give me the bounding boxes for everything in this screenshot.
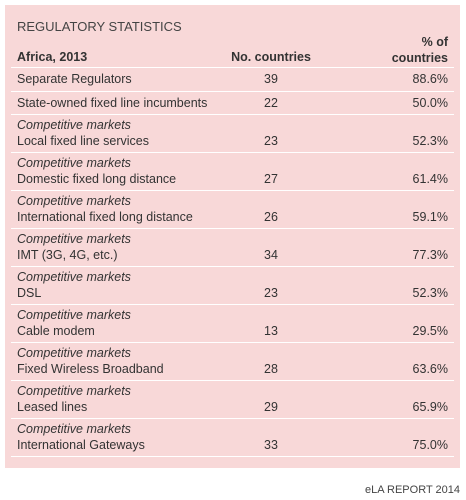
group-label: Competitive markets — [17, 232, 131, 246]
group-label: Competitive markets — [17, 384, 131, 398]
count-cell: 34 — [264, 248, 278, 262]
count-cell: 39 — [264, 72, 278, 86]
group-label: Competitive markets — [17, 346, 131, 360]
column-header: No. countries — [231, 50, 311, 64]
row-label: International Gateways — [17, 438, 145, 452]
table-row: Competitive markets Cable modem 13 29.5% — [11, 305, 454, 343]
count-cell: 28 — [264, 362, 278, 376]
count-cell: 27 — [264, 172, 278, 186]
percent-cell: 75.0% — [412, 438, 448, 452]
percent-cell: 88.6% — [412, 72, 448, 86]
row-label: Separate Regulators — [17, 72, 132, 86]
column-header: Africa, 2013 — [17, 50, 88, 64]
group-label: Competitive markets — [17, 156, 131, 170]
row-label: Local fixed line services — [17, 134, 150, 148]
row-label: Cable modem — [17, 324, 95, 338]
percent-cell: 52.3% — [412, 134, 448, 148]
header-row: Africa, 2013 No. countries % of countrie… — [11, 31, 454, 68]
row-label: International fixed long distance — [17, 210, 193, 224]
count-cell: 23 — [264, 134, 278, 148]
table-row: Competitive markets Leased lines 29 65.9% — [11, 381, 454, 419]
table-row: Separate Regulators 39 88.6% — [11, 68, 454, 92]
row-label: IMT (3G, 4G, etc.) — [17, 248, 118, 262]
percent-cell: 63.6% — [412, 362, 448, 376]
percent-cell: 61.4% — [412, 172, 448, 186]
row-label: State-owned fixed line incumbents — [17, 95, 208, 110]
count-cell: 23 — [264, 286, 278, 300]
stats-panel: REGULATORY STATISTICS Africa, 2013 No. c… — [5, 5, 460, 468]
percent-cell: 59.1% — [412, 210, 448, 224]
count-cell: 13 — [264, 324, 278, 338]
table-row: Competitive markets IMT (3G, 4G, etc.) 34 7… — [11, 229, 454, 267]
percent-cell: 52.3% — [412, 286, 448, 300]
group-label: Competitive markets — [17, 194, 131, 208]
table-row: Competitive markets International Gateway… — [11, 419, 454, 457]
row-label: Leased lines — [17, 400, 88, 414]
column-header: % of countries — [391, 35, 448, 65]
table-row: Competitive markets DSL 23 52.3% — [11, 267, 454, 305]
table-row: Competitive markets International fixed l… — [11, 191, 454, 229]
count-cell: 33 — [264, 438, 278, 452]
count-cell: 29 — [264, 400, 278, 414]
group-label: Competitive markets — [17, 308, 131, 322]
panel-title: REGULATORY STATISTICS — [17, 19, 182, 34]
percent-cell: 50.0% — [412, 95, 448, 110]
row-label: DSL — [17, 286, 42, 300]
group-label: Competitive markets — [17, 422, 131, 436]
table-row: Competitive markets Domestic fixed long d… — [11, 153, 454, 191]
count-cell: 22 — [264, 95, 278, 110]
table-row: Competitive markets Local fixed line serv… — [11, 115, 454, 153]
group-label: Competitive markets — [17, 270, 131, 284]
source-note: eLA REPORT 2014 — [365, 484, 460, 496]
row-label: Fixed Wireless Broadband — [17, 362, 164, 376]
percent-cell: 65.9% — [412, 400, 448, 414]
table-row: Competitive markets Fixed Wireless Broadb… — [11, 343, 454, 381]
count-cell: 26 — [264, 210, 278, 224]
row-label: Domestic fixed long distance — [17, 172, 177, 186]
percent-cell: 29.5% — [412, 324, 448, 338]
percent-cell: 77.3% — [412, 248, 448, 262]
group-label: Competitive markets — [17, 118, 131, 132]
table-row: State-owned fixed line incumbents 22 50.0% — [11, 92, 454, 115]
